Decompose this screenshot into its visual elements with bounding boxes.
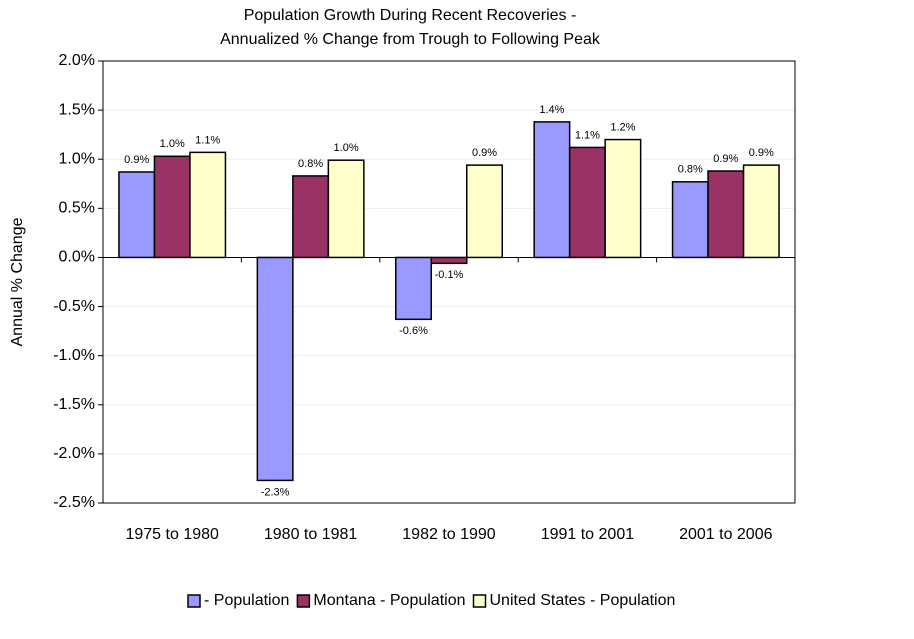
bar bbox=[742, 164, 780, 259]
bar bbox=[292, 175, 330, 259]
bar bbox=[153, 155, 191, 259]
x-tick-label: 1975 to 1980 bbox=[125, 526, 219, 543]
bar bbox=[327, 159, 365, 259]
y-tick-label: 1.5% bbox=[59, 101, 95, 118]
bar bbox=[189, 151, 227, 259]
y-tick-label: 2.0% bbox=[59, 52, 95, 69]
chart-title: Annualized % Change from Trough to Follo… bbox=[220, 31, 601, 48]
legend-label: Montana - Population bbox=[313, 592, 465, 609]
data-label: -0.6% bbox=[399, 325, 428, 337]
data-label: -0.1% bbox=[435, 269, 464, 281]
data-label: 1.4% bbox=[539, 104, 564, 116]
y-tick-label: -0.5% bbox=[53, 298, 95, 315]
y-axis-label: Annual % Change bbox=[9, 217, 26, 346]
data-label: 0.9% bbox=[713, 153, 738, 165]
data-label: 0.8% bbox=[298, 158, 323, 170]
legend-swatch bbox=[472, 594, 487, 608]
bar bbox=[430, 256, 468, 265]
bar bbox=[466, 164, 503, 259]
x-tick-label: 1980 to 1981 bbox=[264, 526, 358, 543]
legend-label: - Population bbox=[204, 592, 289, 609]
bar bbox=[707, 170, 745, 259]
bar bbox=[671, 181, 709, 259]
chart-title: Population Growth During Recent Recoveri… bbox=[244, 7, 577, 24]
bar bbox=[256, 256, 294, 482]
data-label: 1.1% bbox=[575, 129, 600, 141]
x-tick-label: 1991 to 2001 bbox=[541, 526, 635, 543]
y-tick-label: -2.5% bbox=[53, 494, 95, 511]
data-label: 0.8% bbox=[678, 164, 703, 176]
legend-label: United States - Population bbox=[490, 592, 676, 609]
bar bbox=[568, 146, 606, 259]
bar bbox=[604, 138, 642, 259]
data-label: 0.9% bbox=[472, 147, 497, 159]
data-label: 1.0% bbox=[160, 138, 185, 150]
data-label: 1.0% bbox=[334, 142, 359, 154]
y-tick-label: -1.0% bbox=[53, 347, 95, 364]
x-tick-label: 1982 to 1990 bbox=[402, 526, 496, 543]
data-label: 1.2% bbox=[610, 121, 635, 133]
y-tick-label: -1.5% bbox=[53, 396, 95, 413]
data-label: 1.1% bbox=[195, 134, 220, 146]
legend-swatch bbox=[187, 594, 201, 608]
data-label: 0.9% bbox=[749, 147, 774, 159]
plot-border bbox=[102, 60, 796, 504]
y-tick-label: 1.0% bbox=[59, 150, 95, 167]
y-tick-label: -2.0% bbox=[53, 445, 95, 462]
bar bbox=[533, 121, 571, 259]
data-label: -2.3% bbox=[261, 486, 290, 498]
data-label: 0.9% bbox=[124, 154, 149, 166]
y-tick-label: 0.5% bbox=[59, 200, 95, 217]
legend-swatch bbox=[296, 594, 311, 608]
bar bbox=[118, 171, 156, 259]
bar bbox=[395, 256, 432, 321]
x-tick-label: 2001 to 2006 bbox=[679, 526, 773, 543]
y-tick-label: 0.0% bbox=[59, 249, 95, 266]
